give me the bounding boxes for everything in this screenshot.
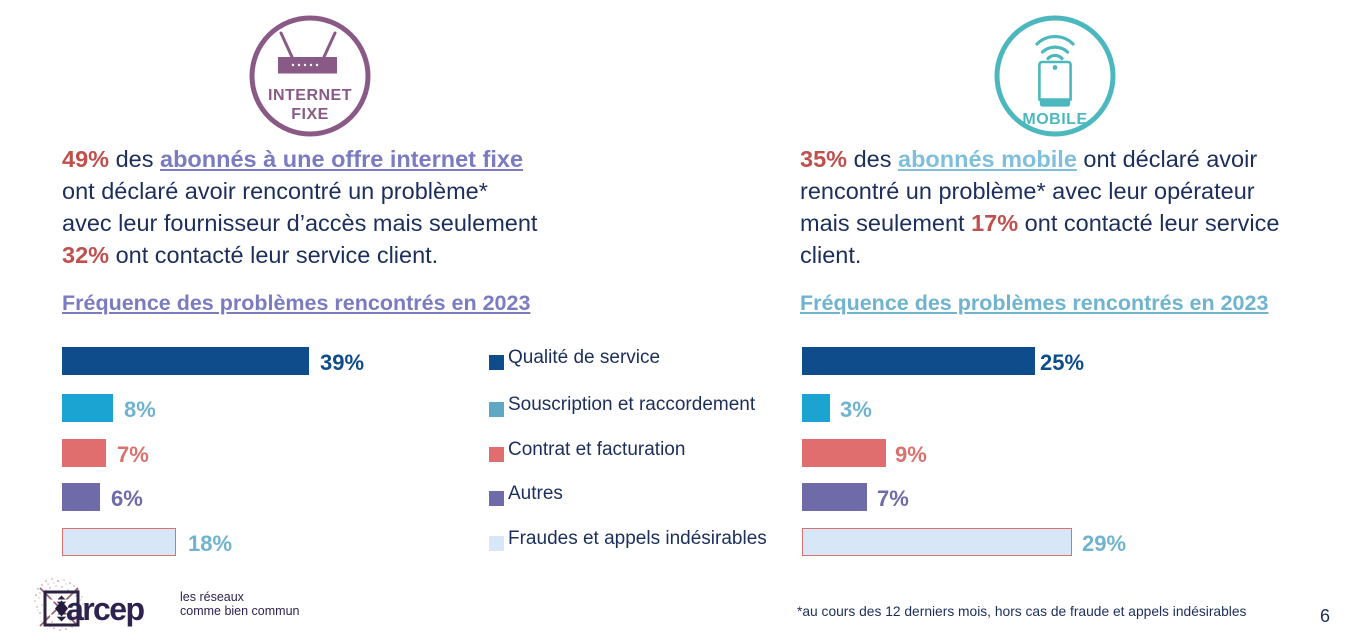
- svg-text:INTERNET: INTERNET: [268, 87, 352, 104]
- svg-text:FIXE: FIXE: [291, 106, 329, 123]
- svg-text:MOBILE: MOBILE: [1022, 111, 1087, 128]
